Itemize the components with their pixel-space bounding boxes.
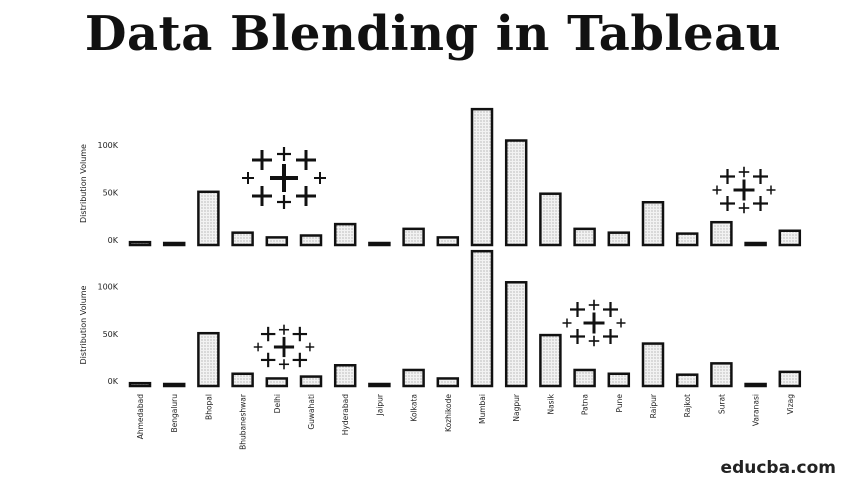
y-tick-label: 100K [97,283,118,292]
bar-guwahati [299,234,323,247]
x-tick-label: Varanasi [752,394,761,426]
x-tick-label: Bhubaneshwar [239,393,248,450]
tableau-logo-icon [562,299,626,347]
x-tick-label: Pune [615,394,624,413]
bar-varanasi [744,382,767,388]
bar-hyderabad [333,222,357,247]
x-tick-label: Rajkot [683,394,692,417]
bar-nasik [539,333,562,388]
y-axis-label: Distribution Volume [79,285,88,364]
bar-mumbai [470,107,494,247]
x-tick-label: Nasik [546,393,555,414]
y-tick-label: 50K [103,330,119,339]
y-tick-label: 0K [108,377,119,386]
bar-guwahati [299,375,323,388]
bar-surat [710,362,733,388]
bar-kolkata [402,227,425,247]
x-tick-label: Guwahati [307,394,316,430]
x-tick-label: Bengaluru [170,394,179,433]
x-tick-label: Kolkata [410,394,419,422]
bar-surat [710,220,733,247]
bar-kozhikode [436,377,460,388]
tableau-logo-icon [712,166,776,214]
bar-bengaluru [162,241,186,247]
y-tick-label: 50K [103,189,119,198]
watermark: educba.com [720,458,836,478]
bar-vizag [778,229,802,247]
bar-hyderabad [333,364,357,388]
bar-pune [607,231,631,247]
chart-panel-2: Distribution Volume 0K 50K 100K Ahmedabad Ben… [79,249,802,450]
bar-mumbai [470,249,494,388]
tableau-logo-icon [242,147,326,209]
bar-bhubaneshwar [231,372,254,388]
bar-delhi [265,236,289,247]
bar-delhi [265,377,289,388]
x-tick-label: Kozhikode [444,394,453,432]
bar-varanasi [744,241,767,247]
bar-patna [573,368,596,388]
x-tick-label: Patna [581,394,590,415]
bar-kolkata [402,368,425,388]
tableau-logo-icon [253,324,315,370]
bar-nagpur [504,281,528,388]
x-tick-label: Surat [717,394,726,414]
bar-ahmedabad [128,240,152,247]
x-tick-label: Mumbai [478,394,487,424]
y-axis-label: Distribution Volume [79,144,88,223]
y-tick-label: 100K [97,141,118,150]
bar-kozhikode [436,236,460,247]
bar-ahmedabad [128,381,152,388]
bar-raipur [641,201,665,247]
page-title: Data Blending in Tableau [84,6,782,62]
bar-bhubaneshwar [231,231,254,247]
bar-bengaluru [162,382,186,388]
bar-patna [573,227,596,247]
x-tick-label: Hyderabad [341,394,350,435]
x-tick-label: Jaipur [375,393,384,416]
bar-nagpur [504,139,528,247]
bar-rajkot [675,373,699,388]
y-tick-label: 0K [108,236,119,245]
bar-raipur [641,342,665,388]
bar-vizag [778,370,802,388]
bar-pune [607,372,631,388]
x-tick-label: Nagpur [512,393,521,421]
bar-bhopal [197,331,220,388]
x-tick-label: Delhi [273,394,282,413]
bar-rajkot [675,232,699,247]
x-tick-label: Raipur [649,393,658,418]
chart-panel-1: Distribution Volume 0K 50K 100K [79,107,802,247]
x-tick-label: Ahmedabad [136,394,145,440]
bar-jaipur [368,382,391,388]
bar-jaipur [368,241,391,247]
x-tick-label: Bhopal [204,394,213,420]
x-tick-label: Vizag [786,394,795,415]
bar-nasik [539,192,562,247]
bar-bhopal [197,190,220,247]
